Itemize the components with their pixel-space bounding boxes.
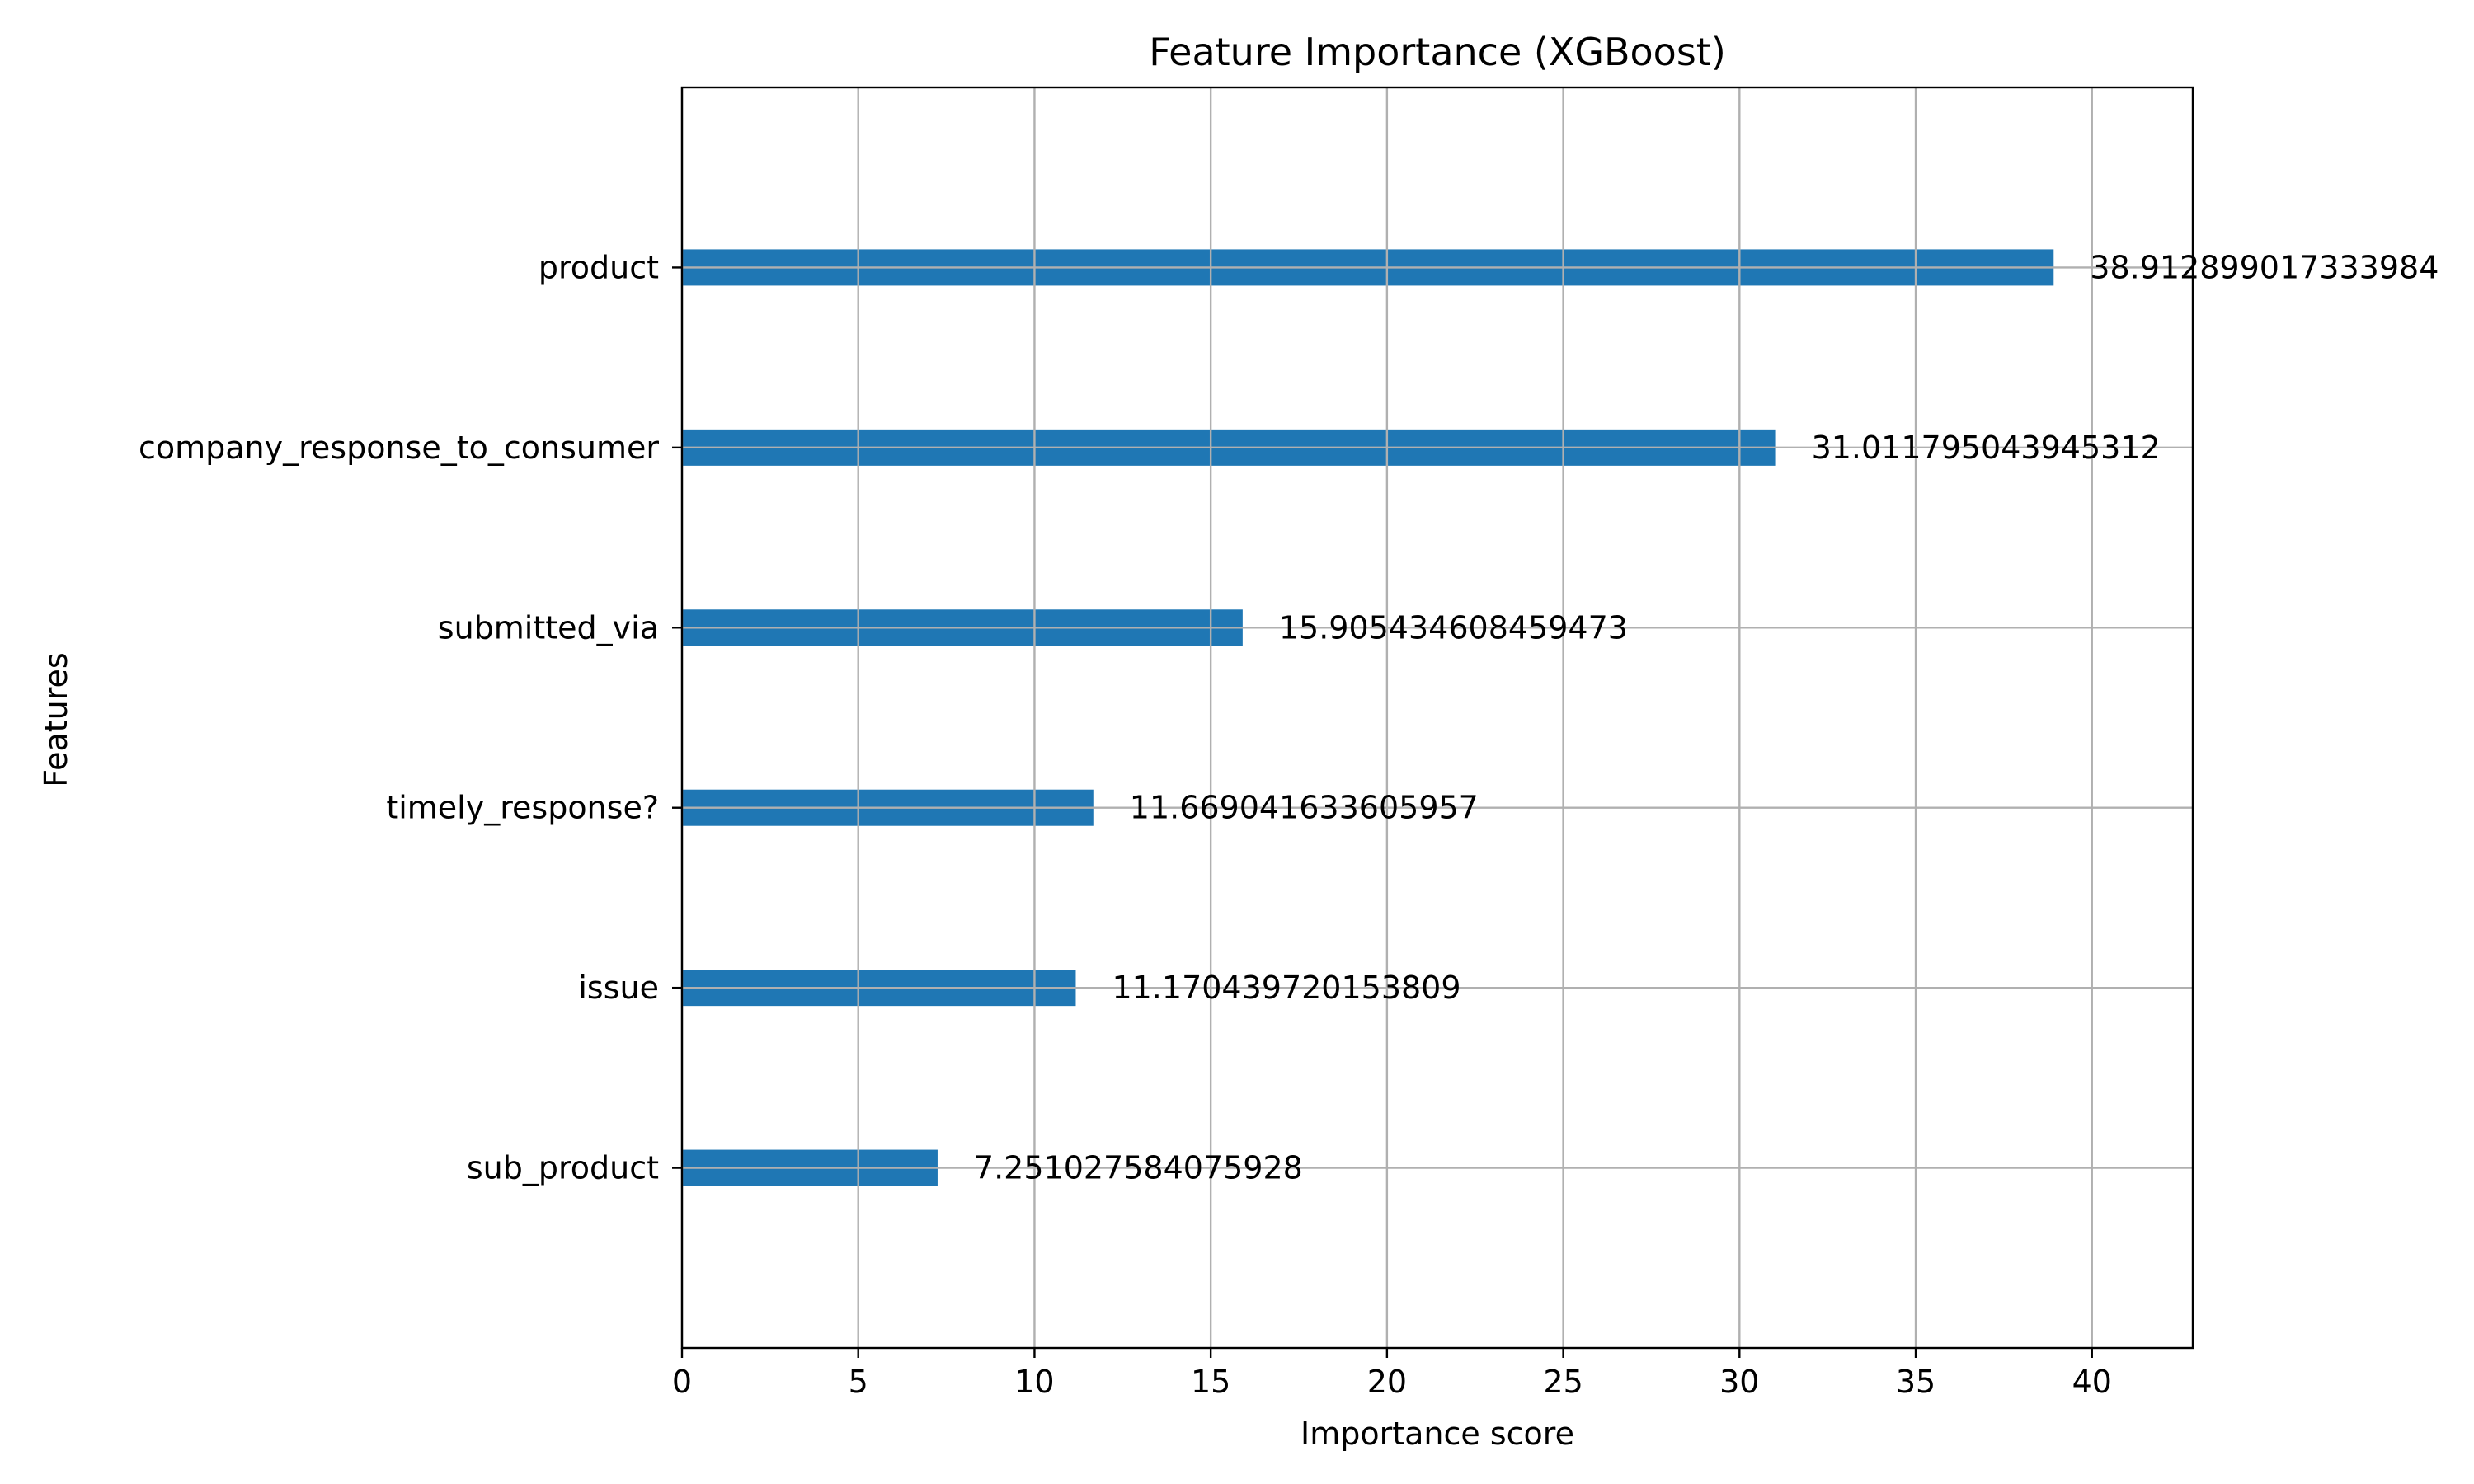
bar-value-label: 11.669041633605957 xyxy=(1130,790,1479,826)
value-label-layer: 7.251027584075928 11.170439720153809 11.66… xyxy=(974,249,2439,1186)
bar-value-label: 15.905434608459473 xyxy=(1279,609,1628,646)
tick-layer: 0 5 10 15 20 25 30 35 40 sub_product issue timely_r… xyxy=(139,249,2112,1400)
x-tick-label: 40 xyxy=(2072,1364,2112,1400)
y-axis-title: Features xyxy=(38,652,74,787)
x-tick-label: 10 xyxy=(1014,1364,1054,1400)
y-tick-label: product xyxy=(539,249,659,285)
x-tick-label: 15 xyxy=(1191,1364,1230,1400)
bar-value-label: 38.912899017333984 xyxy=(2090,249,2439,285)
y-tick-label: submitted_via xyxy=(438,609,659,646)
bar-value-label: 7.251027584075928 xyxy=(974,1150,1303,1186)
x-tick-label: 5 xyxy=(849,1364,868,1400)
x-tick-label: 25 xyxy=(1543,1364,1583,1400)
y-tick-label: issue xyxy=(578,970,659,1006)
y-tick-label: company_response_to_consumer xyxy=(139,430,659,466)
chart-title: Feature Importance (XGBoost) xyxy=(1149,30,1726,74)
x-tick-label: 35 xyxy=(1896,1364,1935,1400)
axes-frame xyxy=(680,86,2194,1350)
x-tick-label: 30 xyxy=(1719,1364,1759,1400)
y-tick-label: timely_response? xyxy=(386,790,659,826)
bar-layer xyxy=(682,249,2054,1186)
bar-value-label: 11.170439720153809 xyxy=(1112,970,1460,1006)
y-tick-label: sub_product xyxy=(467,1150,659,1186)
x-tick-label: 0 xyxy=(672,1364,692,1400)
bar-value-label: 31.011795043945312 xyxy=(1812,430,2161,466)
x-tick-label: 20 xyxy=(1367,1364,1407,1400)
x-axis-title: Importance score xyxy=(1300,1416,1574,1452)
